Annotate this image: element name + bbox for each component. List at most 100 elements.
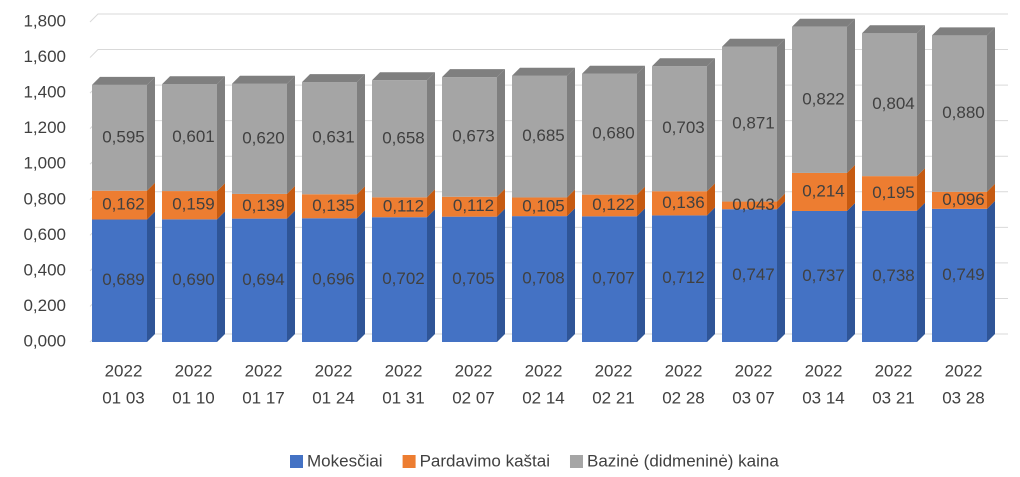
bar-front [442, 216, 497, 342]
bar-side [287, 75, 295, 194]
bar-front [722, 201, 777, 210]
bar-side [987, 200, 995, 342]
y-tick-label: 0,000 [23, 331, 66, 350]
bar-side [567, 67, 575, 198]
bar-side [637, 208, 645, 342]
y-tick-label: 1,400 [23, 83, 66, 102]
grid-line [89, 49, 1008, 58]
bar-side [917, 168, 925, 211]
bar-front [372, 80, 427, 198]
y-tick-label: 1,600 [23, 47, 66, 66]
x-tick-label: 01 03 [102, 388, 145, 407]
bar-front [372, 217, 427, 342]
value-label: 0,631 [312, 128, 355, 147]
x-tick-label: 01 24 [312, 388, 355, 407]
value-label: 0,658 [382, 128, 425, 147]
bar-side [917, 202, 925, 342]
value-label: 0,737 [802, 266, 845, 285]
bar-side [147, 76, 155, 191]
value-label: 0,112 [383, 197, 424, 216]
bar-side [847, 164, 855, 211]
bar-segment [652, 183, 715, 216]
x-tick-label: 03 07 [732, 388, 775, 407]
bar-segment [932, 27, 995, 192]
value-label: 0,694 [242, 270, 285, 289]
bar-segment [232, 75, 295, 194]
bar-segment [302, 210, 365, 342]
bar-front [232, 218, 287, 342]
x-tick-label: 2022 [315, 361, 353, 380]
x-tick-label: 2022 [805, 361, 843, 380]
bar-front [302, 194, 357, 219]
value-label: 0,738 [872, 266, 915, 285]
value-label: 0,595 [102, 127, 145, 146]
x-tick-label: 03 28 [942, 388, 985, 407]
bar-side [847, 18, 855, 173]
x-tick-label: 02 21 [592, 388, 635, 407]
bar-front [442, 196, 497, 217]
bar-side [777, 193, 785, 210]
bar-side [637, 186, 645, 217]
bar-side [217, 183, 225, 220]
y-tick-label: 1,000 [23, 154, 66, 173]
value-label: 0,696 [312, 270, 355, 289]
bar-side [707, 207, 715, 342]
bar-segment [652, 58, 715, 192]
x-tick-label: 2022 [595, 361, 633, 380]
bar-segment [862, 25, 925, 177]
bar-front [932, 191, 987, 209]
bar-front [92, 84, 147, 191]
x-tick-label: 2022 [455, 361, 493, 380]
bar-top [862, 25, 925, 34]
x-tick-label: 2022 [945, 361, 983, 380]
bar-front [512, 75, 567, 198]
bar-side [357, 210, 365, 342]
bar-segment [442, 69, 505, 197]
bar-segment [372, 209, 435, 342]
bar-front [792, 172, 847, 211]
legend-swatch [290, 455, 303, 468]
bar-top [792, 18, 855, 27]
x-tick-label: 01 31 [382, 388, 425, 407]
x-tick-label: 03 21 [872, 388, 915, 407]
bar-side [217, 211, 225, 342]
value-label: 0,749 [942, 265, 985, 284]
bar-front [792, 210, 847, 342]
value-label: 0,690 [172, 270, 215, 289]
y-tick-label: 0,800 [23, 189, 66, 208]
value-label: 0,822 [802, 89, 845, 108]
bar-front [162, 191, 217, 220]
bar-front [792, 26, 847, 173]
bar-segment [162, 76, 225, 192]
bar-segment [582, 65, 645, 195]
legend-swatch [402, 455, 416, 468]
value-label: 0,195 [872, 183, 915, 202]
bar-front [512, 216, 567, 342]
bar-front [652, 191, 707, 216]
x-tick-label: 2022 [875, 361, 913, 380]
bar-side [357, 186, 365, 219]
value-label: 0,705 [452, 269, 495, 288]
bar-side [567, 208, 575, 342]
bar-front [232, 193, 287, 219]
x-tick-label: 2022 [735, 361, 773, 380]
bar-top [372, 72, 435, 81]
bar-segment [232, 185, 295, 219]
bar-top [92, 76, 155, 85]
bar-top [512, 67, 575, 76]
value-label: 0,673 [452, 126, 495, 145]
y-tick-label: 1,200 [23, 118, 66, 137]
bar-segment [372, 72, 435, 198]
bar-front [582, 216, 637, 342]
value-label: 0,135 [312, 196, 355, 215]
bar-segment [862, 168, 925, 211]
x-tick-label: 02 14 [522, 388, 565, 407]
bar-segment [582, 208, 645, 342]
bar-side [427, 72, 435, 198]
legend-label: Mokesčiai [307, 451, 383, 470]
value-label: 0,096 [942, 190, 985, 209]
y-tick-label: 0,200 [23, 296, 66, 315]
value-label: 0,122 [592, 195, 635, 214]
y-tick-label: 0,600 [23, 225, 66, 244]
